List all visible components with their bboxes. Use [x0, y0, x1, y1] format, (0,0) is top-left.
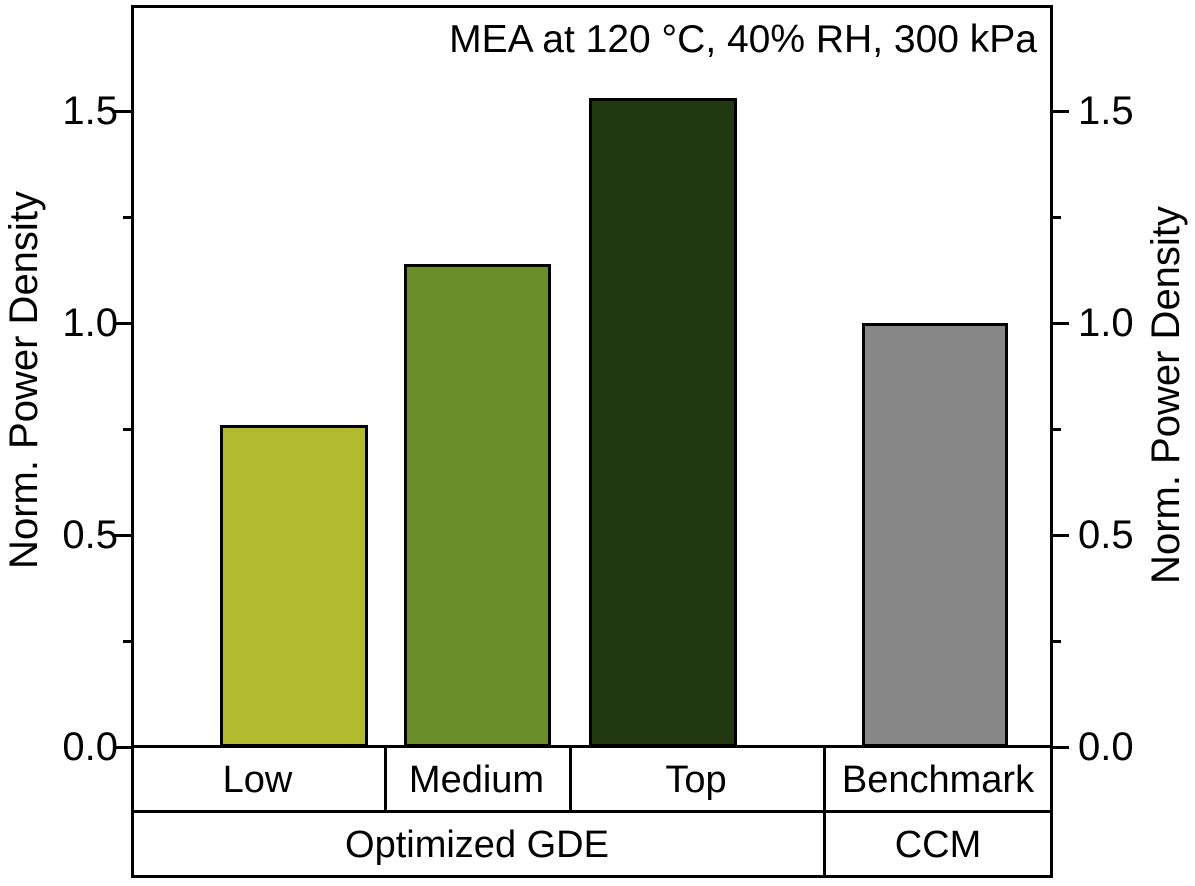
y-minor-tick-right-0.75	[1050, 428, 1061, 431]
y-major-tick-right-0.0	[1050, 746, 1069, 749]
y-major-tick-left-0.0	[115, 746, 131, 749]
y-axis-title-left: Norm. Power Density	[2, 191, 46, 569]
y-tick-label-right-0.5: 0.5	[1078, 513, 1134, 557]
y-tick-label-left-0.0: 0.0	[62, 725, 118, 769]
y-major-tick-left-0.5	[115, 534, 131, 537]
category-label-top: Top	[665, 758, 727, 801]
bar-medium	[404, 264, 551, 747]
y-minor-tick-right-1.25	[1050, 216, 1061, 219]
y-minor-tick-left-1.25	[123, 216, 131, 219]
y-major-tick-left-1.0	[115, 322, 131, 325]
y-tick-label-right-1.5: 1.5	[1078, 89, 1134, 133]
label-row-separator	[131, 810, 1053, 813]
category-label-benchmark: Benchmark	[841, 758, 1035, 801]
y-tick-label-right-1.0: 1.0	[1078, 301, 1134, 345]
chart-title: MEA at 120 °C, 40% RH, 300 kPa	[449, 18, 1037, 61]
x-axis-baseline	[131, 745, 1053, 748]
y-axis-title-right: Norm. Power Density	[1144, 206, 1188, 584]
bar-top	[589, 98, 737, 747]
bar-low	[220, 425, 368, 747]
group-label-optimized-gde: Optimized GDE	[345, 824, 609, 866]
category-label-medium: Medium	[408, 758, 545, 801]
y-tick-label-right-0.0: 0.0	[1078, 725, 1134, 769]
y-tick-label-left-1.5: 1.5	[62, 89, 118, 133]
plot-frame	[131, 5, 1053, 878]
y-major-tick-right-1.0	[1050, 322, 1069, 325]
bar-benchmark	[862, 323, 1008, 747]
y-tick-label-left-0.5: 0.5	[62, 513, 118, 557]
y-minor-tick-left-0.25	[123, 640, 131, 643]
y-minor-tick-left-0.75	[123, 428, 131, 431]
group-cell-divider	[823, 812, 826, 878]
y-minor-tick-right-0.25	[1050, 640, 1061, 643]
y-tick-label-left-1.0: 1.0	[62, 301, 118, 345]
group-label-ccm: CCM	[894, 824, 982, 866]
category-label-low: Low	[222, 758, 293, 801]
category-cell-divider-2	[823, 747, 826, 812]
y-major-tick-right-0.5	[1050, 534, 1069, 537]
y-major-tick-right-1.5	[1050, 110, 1069, 113]
y-major-tick-left-1.5	[115, 110, 131, 113]
category-cell-divider-0	[384, 747, 387, 812]
category-cell-divider-1	[569, 747, 572, 812]
